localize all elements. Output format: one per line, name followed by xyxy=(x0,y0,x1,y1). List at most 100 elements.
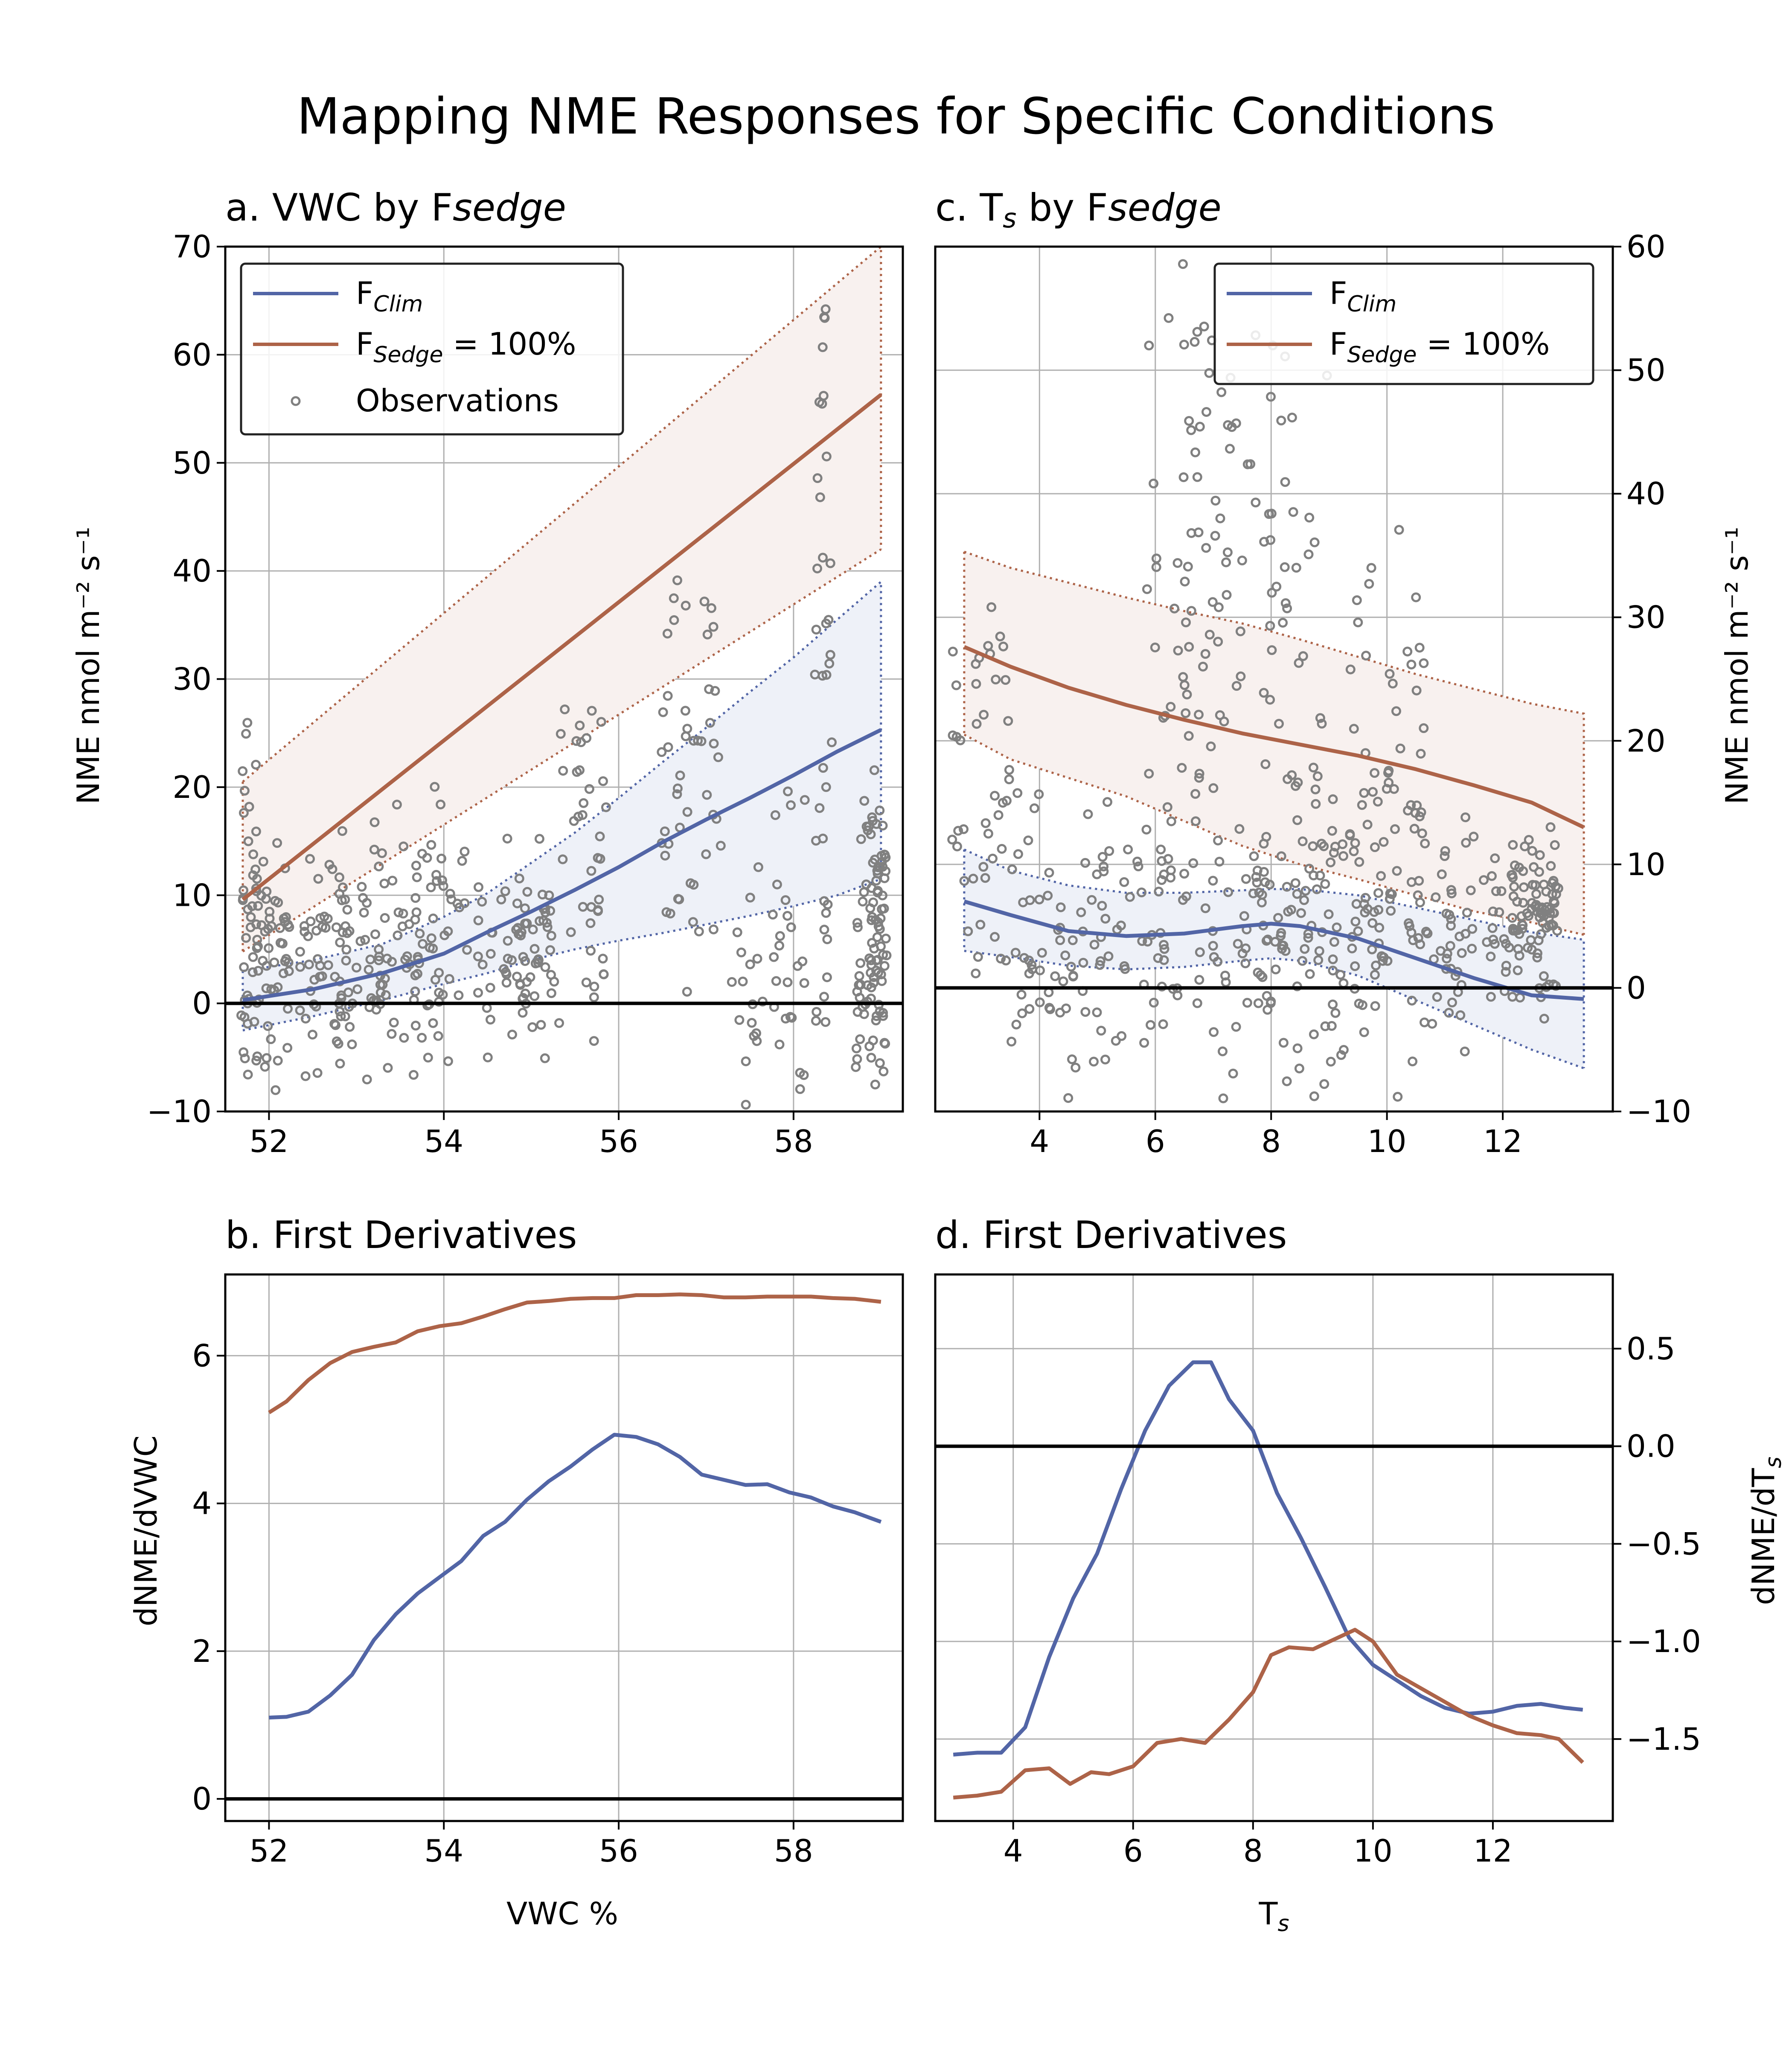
observation-marker xyxy=(1445,941,1455,951)
observation-marker xyxy=(336,1011,346,1021)
observation-marker xyxy=(473,988,483,998)
observation-marker xyxy=(530,958,541,969)
observation-marker xyxy=(520,956,530,966)
observation-marker xyxy=(1066,962,1076,972)
legend-a-observations-marker xyxy=(291,396,301,406)
ytick-label: 0 xyxy=(192,1781,212,1817)
observation-marker xyxy=(1218,1046,1228,1056)
observation-marker xyxy=(1023,835,1033,846)
observation-marker xyxy=(815,492,825,502)
observation-marker xyxy=(1012,788,1023,798)
observation-marker xyxy=(528,925,538,934)
xtick-label: 12 xyxy=(1483,1123,1522,1159)
observation-marker xyxy=(576,737,586,748)
observation-marker xyxy=(1027,960,1037,970)
observation-marker xyxy=(512,972,522,982)
observation-marker xyxy=(774,1039,785,1050)
observation-marker xyxy=(1104,846,1114,856)
observation-marker xyxy=(1354,998,1364,1009)
observation-marker xyxy=(1019,953,1029,963)
panel-a-ylabel: NME nmol m⁻² s⁻¹ xyxy=(70,527,106,804)
observation-marker xyxy=(1111,1036,1121,1046)
observation-marker xyxy=(595,831,605,841)
observation-marker xyxy=(1379,837,1389,847)
observation-marker xyxy=(1213,637,1223,647)
observation-marker xyxy=(265,907,275,917)
observation-marker xyxy=(579,798,589,808)
observation-marker xyxy=(1501,960,1511,971)
observation-marker xyxy=(1213,602,1224,612)
observation-marker xyxy=(411,861,421,871)
observation-marker xyxy=(238,766,248,776)
observation-marker xyxy=(1058,976,1068,986)
observation-marker xyxy=(1534,902,1544,913)
observation-marker xyxy=(745,959,755,969)
observation-marker xyxy=(1216,387,1227,397)
observation-marker xyxy=(1385,894,1395,904)
observation-marker xyxy=(1513,965,1523,975)
observation-marker xyxy=(1298,651,1308,661)
observation-marker xyxy=(1221,977,1231,987)
observation-marker xyxy=(827,737,837,748)
observation-marker xyxy=(1060,950,1071,960)
observation-marker xyxy=(1080,1007,1091,1017)
observation-marker xyxy=(1188,858,1199,868)
observation-marker xyxy=(1328,966,1338,976)
observation-marker xyxy=(1385,888,1395,899)
observation-marker xyxy=(337,826,347,836)
observation-marker xyxy=(990,791,1000,801)
observation-marker xyxy=(879,1038,890,1048)
observation-marker xyxy=(1403,806,1413,816)
plot-frame xyxy=(224,245,904,1113)
observation-marker xyxy=(879,849,890,860)
observation-marker xyxy=(1541,887,1551,896)
observation-marker xyxy=(1089,1056,1099,1067)
observation-marker xyxy=(432,876,442,886)
observation-marker xyxy=(1488,906,1498,916)
observation-marker xyxy=(571,736,582,746)
observation-marker xyxy=(586,945,596,956)
observation-marker xyxy=(439,930,450,940)
observation-marker xyxy=(1408,1056,1418,1067)
observation-marker xyxy=(1376,871,1386,881)
observation-marker xyxy=(352,963,361,973)
observation-marker xyxy=(374,861,384,872)
observation-marker xyxy=(1179,340,1189,350)
observation-marker xyxy=(317,971,327,981)
observation-marker xyxy=(1518,866,1528,876)
observation-marker xyxy=(1159,940,1169,950)
sedge-upper-bound xyxy=(242,244,882,783)
sedge-lower-bound xyxy=(963,733,1584,936)
observation-marker xyxy=(377,848,387,858)
observation-marker xyxy=(474,882,483,892)
clim-lower-bound xyxy=(242,878,881,1032)
observation-marker xyxy=(1100,913,1111,924)
panel-b-title: b. First Derivatives xyxy=(225,1213,577,1257)
observation-marker xyxy=(1327,1021,1337,1031)
observation-marker xyxy=(546,988,556,998)
observation-marker xyxy=(360,935,370,945)
panel-c-ylabel: NME nmol m⁻² s⁻¹ xyxy=(1719,527,1755,804)
observation-marker xyxy=(244,802,254,812)
observation-marker xyxy=(251,759,261,770)
observation-marker xyxy=(1200,903,1210,913)
observation-marker xyxy=(1142,584,1152,594)
observation-marker xyxy=(768,910,778,920)
observation-marker xyxy=(269,957,279,968)
observation-marker xyxy=(529,944,540,954)
observation-marker xyxy=(1231,1022,1241,1032)
observation-marker xyxy=(1204,368,1214,378)
observation-marker xyxy=(536,1020,546,1030)
observation-marker xyxy=(1546,861,1556,871)
observation-marker xyxy=(273,1056,283,1066)
observation-marker xyxy=(1326,857,1336,867)
observation-marker xyxy=(824,658,835,669)
observation-marker xyxy=(514,873,524,884)
observation-marker xyxy=(1001,675,1011,685)
observation-marker xyxy=(786,800,796,810)
observation-marker xyxy=(1491,886,1501,896)
panel-d-axes: 4 6 8 10 12 −1.5 −1.0 −0.5 0.0 0.5 xyxy=(934,1273,1701,1869)
observation-marker xyxy=(399,1033,409,1043)
observation-marker xyxy=(512,898,522,908)
observation-marker xyxy=(1467,943,1477,954)
